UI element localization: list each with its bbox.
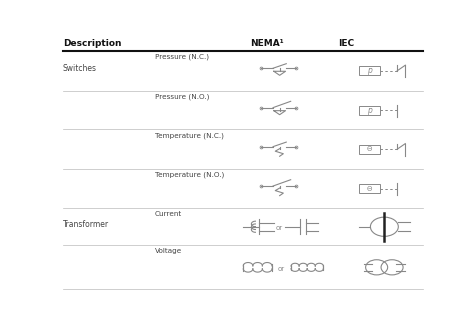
Text: Description: Description [63,39,121,48]
Text: Voltage: Voltage [155,248,182,254]
Text: Temperature (N.C.): Temperature (N.C.) [155,133,224,139]
Text: p: p [367,106,372,115]
Bar [359,66,380,75]
Text: Θ: Θ [367,146,373,152]
Text: Θ: Θ [367,186,373,192]
Bar [359,184,380,193]
Text: Current: Current [155,211,182,217]
Text: Pressure (N.C.): Pressure (N.C.) [155,54,209,60]
Text: p: p [367,66,372,75]
Text: Switches: Switches [63,64,97,73]
Text: NEMA¹: NEMA¹ [250,39,284,48]
Text: Pressure (N.O.): Pressure (N.O.) [155,94,209,100]
Text: Transformer: Transformer [63,220,109,229]
Bar [359,106,380,115]
Text: or: or [276,225,283,231]
Text: IEC: IEC [338,39,355,48]
Text: Temperature (N.O.): Temperature (N.O.) [155,172,224,178]
Bar [359,145,380,154]
Text: or: or [278,266,285,272]
